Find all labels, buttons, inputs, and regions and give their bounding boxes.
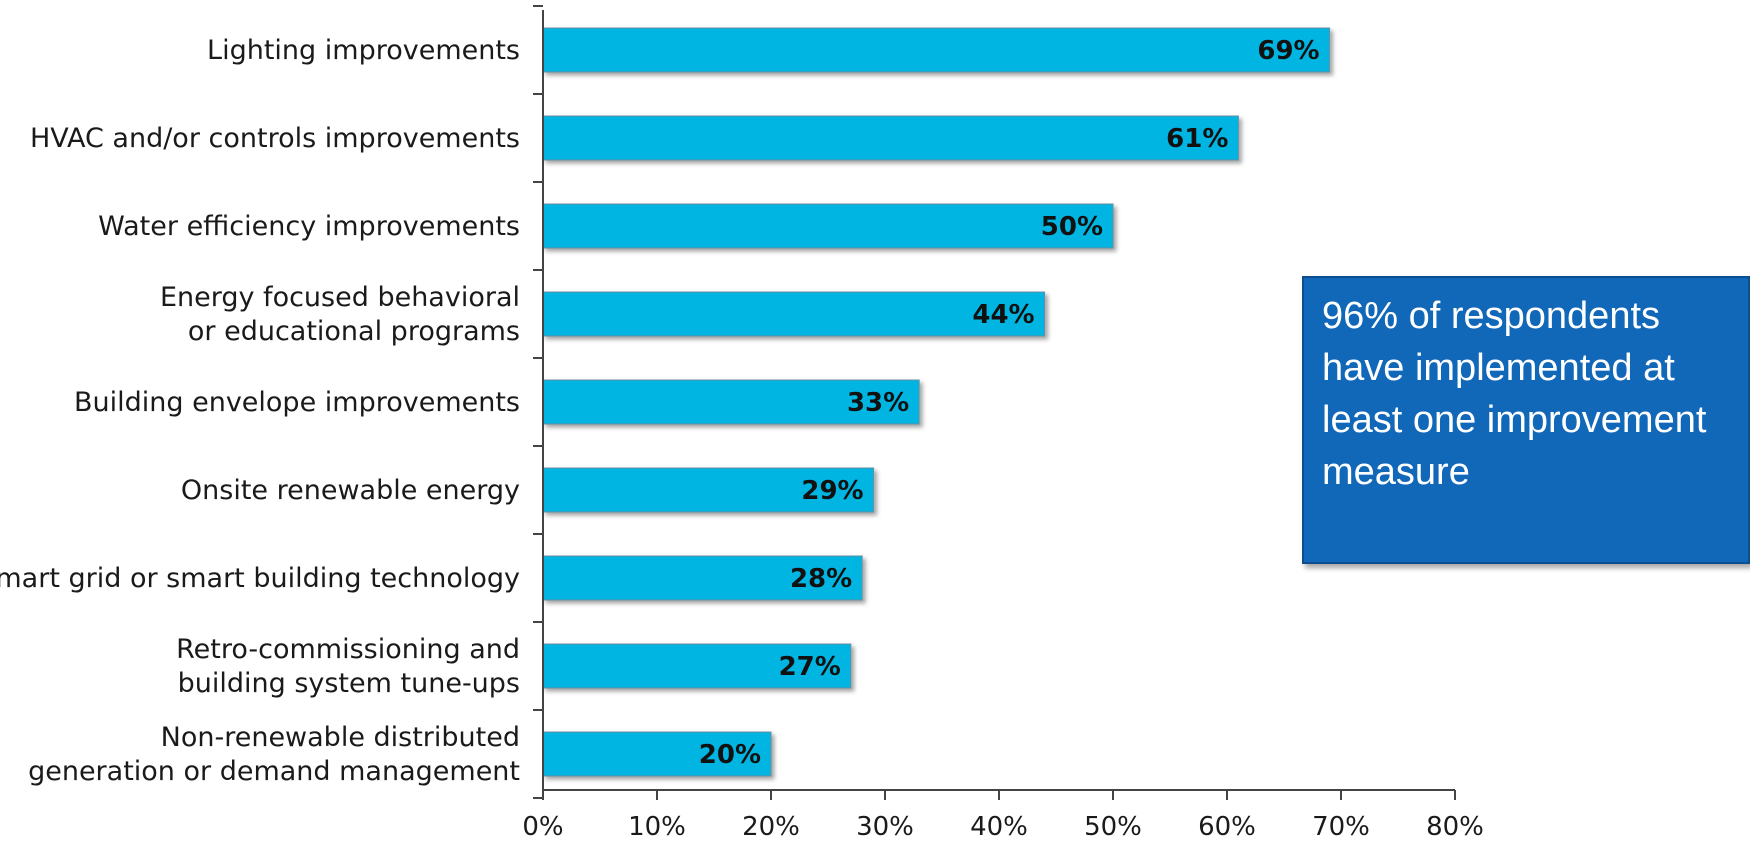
x-tick-label: 60%: [1198, 812, 1256, 841]
data-label: 33%: [847, 388, 909, 418]
category-label-line: Building envelope improvements: [74, 387, 520, 418]
category-label: Water efficiency improvements: [98, 211, 520, 242]
bar: [542, 379, 920, 425]
category-label-line: Smart grid or smart building technology: [0, 563, 520, 594]
x-tick-label: 10%: [628, 812, 686, 841]
bar: [542, 467, 875, 513]
category-label: Building envelope improvements: [74, 387, 520, 418]
category-label-line: Lighting improvements: [207, 35, 520, 66]
data-label: 44%: [972, 300, 1034, 330]
bar: [542, 203, 1114, 249]
x-tick-label: 70%: [1312, 812, 1370, 841]
callout-box: 96% of respondents have implemented at l…: [1302, 276, 1750, 564]
category-label: Onsite renewable energy: [181, 475, 520, 506]
x-tick-label: 40%: [970, 812, 1028, 841]
x-tick-label: 30%: [856, 812, 914, 841]
category-label: Smart grid or smart building technology: [0, 563, 520, 594]
x-tick-label: 20%: [742, 812, 800, 841]
labels: 69% Lighting improvements 61% HVAC and/or c…: [0, 35, 1484, 841]
category-label-line: Water efficiency improvements: [98, 211, 520, 242]
data-label: 27%: [779, 652, 841, 682]
category-label-line: Energy focused behavioral: [160, 282, 520, 313]
x-tick-label: 0%: [522, 812, 563, 841]
category-label-line: building system tune-ups: [178, 668, 520, 699]
category-label: Non-renewable distributed generation or d…: [28, 722, 520, 787]
bar: [542, 555, 863, 601]
data-label: 28%: [790, 564, 852, 594]
data-label: 20%: [699, 740, 761, 770]
category-label-line: Retro-commissioning and: [176, 634, 520, 665]
category-label: Lighting improvements: [207, 35, 520, 66]
x-tick-label: 50%: [1084, 812, 1142, 841]
bars-layer: [542, 27, 1331, 777]
category-label-line: or educational programs: [188, 316, 520, 347]
data-label: 61%: [1166, 124, 1228, 154]
category-label: HVAC and/or controls improvements: [30, 123, 520, 154]
bar: [542, 115, 1239, 161]
category-label: Retro-commissioning and building system t…: [176, 634, 520, 699]
x-tick-label: 80%: [1426, 812, 1484, 841]
data-label: 50%: [1041, 212, 1103, 242]
category-label-line: Onsite renewable energy: [181, 475, 520, 506]
category-label-line: HVAC and/or controls improvements: [30, 123, 520, 154]
category-label-line: generation or demand management: [28, 756, 520, 787]
category-label: Energy focused behavioral or educational …: [160, 282, 520, 347]
bar: [542, 291, 1046, 337]
category-label-line: Non-renewable distributed: [161, 722, 520, 753]
axes: [533, 5, 1456, 800]
data-label: 69%: [1257, 36, 1319, 66]
data-label: 29%: [801, 476, 863, 506]
bar: [542, 27, 1331, 73]
